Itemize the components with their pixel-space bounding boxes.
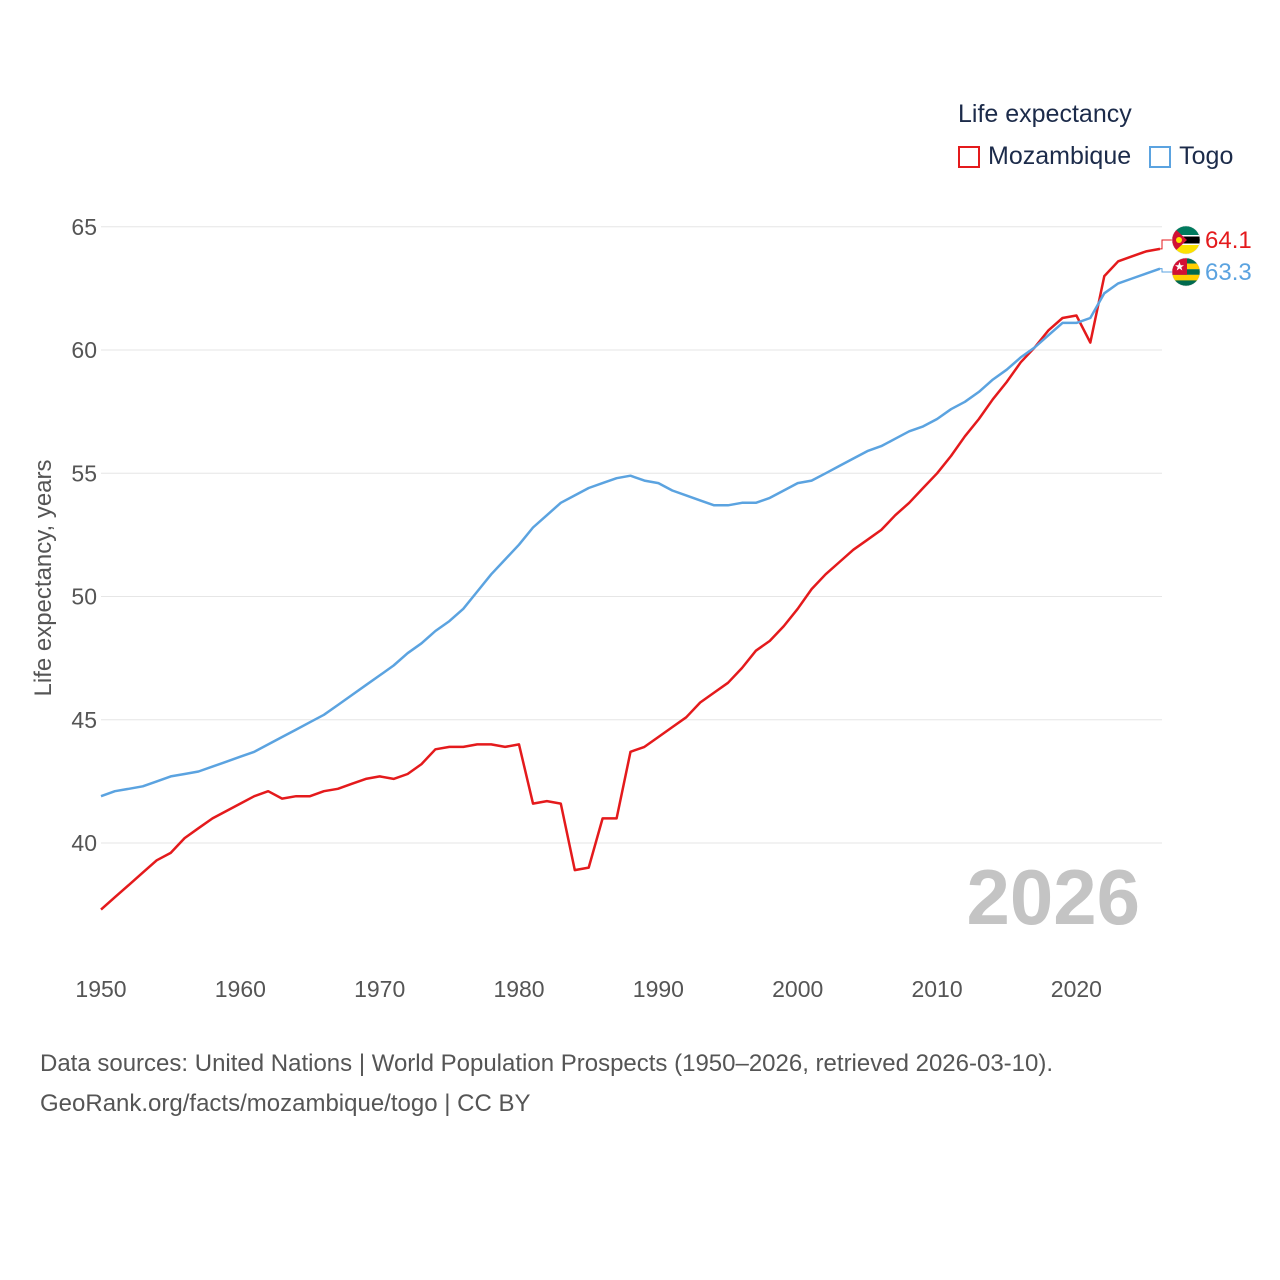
end-labels: 64.1 63.3 bbox=[1160, 225, 1252, 287]
series-lines bbox=[100, 247, 1161, 911]
y-tick-label-55: 55 bbox=[71, 460, 97, 486]
x-tick-label-1960: 1960 bbox=[215, 976, 266, 1002]
x-axis-ticks: 1950 1960 1970 1980 1990 2000 2010 2020 bbox=[75, 976, 1102, 1002]
x-tick-label-2000: 2000 bbox=[772, 976, 823, 1002]
y-tick-label-50: 50 bbox=[71, 584, 97, 610]
end-label-togo: 63.3 bbox=[1205, 259, 1252, 286]
x-tick-label-1980: 1980 bbox=[493, 976, 544, 1002]
x-tick-label-2010: 2010 bbox=[911, 976, 962, 1002]
end-connector-togo bbox=[1160, 268, 1172, 273]
legend-title: Life expectancy bbox=[958, 100, 1132, 128]
y-tick-label-65: 65 bbox=[71, 214, 97, 240]
y-axis-ticks: 40 45 50 55 60 65 bbox=[71, 214, 97, 856]
attribution-text: GeoRank.org/facts/mozambique/togo | CC B… bbox=[40, 1090, 531, 1117]
legend-item-mozambique[interactable]: Mozambique bbox=[958, 142, 1131, 171]
end-connector-mozambique bbox=[1160, 239, 1172, 250]
legend: Mozambique Togo bbox=[958, 142, 1251, 171]
y-tick-label-60: 60 bbox=[71, 337, 97, 363]
current-year-watermark: 2026 bbox=[966, 853, 1140, 941]
legend-swatch-togo bbox=[1149, 145, 1172, 168]
legend-item-togo[interactable]: Togo bbox=[1149, 142, 1233, 171]
legend-label-togo: Togo bbox=[1179, 142, 1234, 170]
legend-label-mozambique: Mozambique bbox=[988, 142, 1132, 170]
togo-flag-icon bbox=[1171, 257, 1201, 287]
series-line-mozambique bbox=[100, 247, 1161, 911]
y-tick-label-40: 40 bbox=[71, 830, 97, 856]
y-axis-title: Life expectancy, years bbox=[30, 459, 57, 696]
data-sources-text: Data sources: United Nations | World Pop… bbox=[40, 1050, 1054, 1077]
series-line-togo bbox=[100, 267, 1161, 798]
source-note: Data sources: United Nations | World Pop… bbox=[40, 1044, 1053, 1124]
mozambique-flag-icon bbox=[1171, 225, 1201, 255]
x-tick-label-1990: 1990 bbox=[633, 976, 684, 1002]
gridlines bbox=[101, 226, 1162, 844]
x-tick-label-2020: 2020 bbox=[1051, 976, 1102, 1002]
end-label-mozambique: 64.1 bbox=[1205, 227, 1252, 254]
y-tick-label-45: 45 bbox=[71, 707, 97, 733]
x-tick-label-1970: 1970 bbox=[354, 976, 405, 1002]
x-tick-label-1950: 1950 bbox=[75, 976, 126, 1002]
legend-swatch-mozambique bbox=[958, 145, 980, 168]
